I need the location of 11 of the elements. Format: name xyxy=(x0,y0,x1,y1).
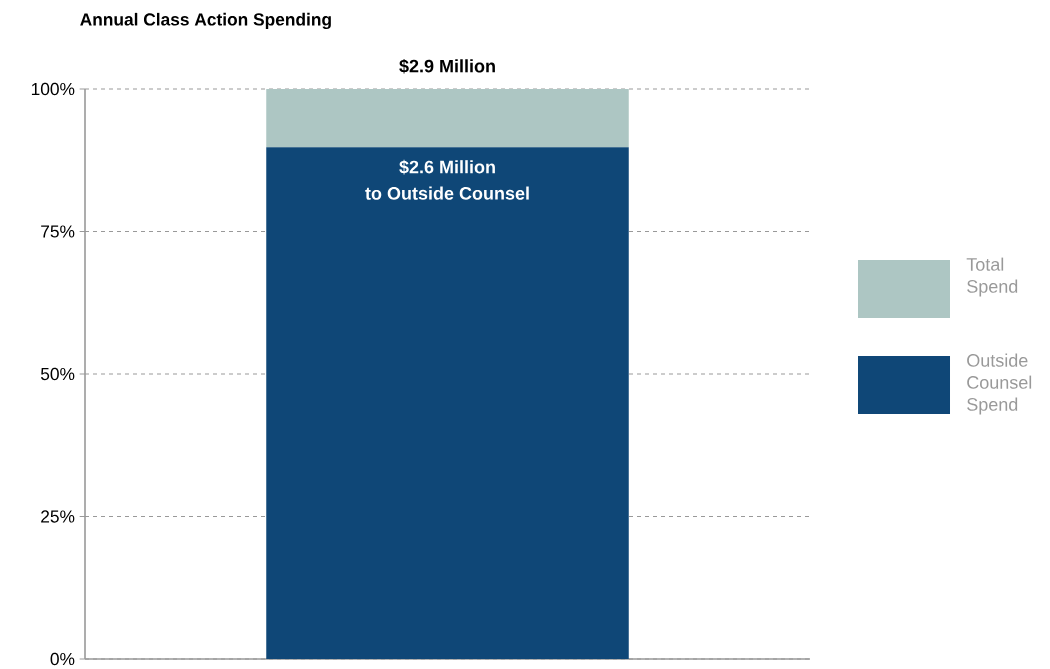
y-tick-label: 100% xyxy=(31,82,75,96)
text: Total Spend xyxy=(966,257,1018,297)
y-tick-label: 25% xyxy=(41,510,75,523)
annotation: to Outside Counsel xyxy=(365,186,529,200)
text: Outside Counsel Spend xyxy=(967,353,1032,415)
annotation: $2.9 Million xyxy=(399,58,495,74)
chart-title: Annual Class Action Spending xyxy=(80,12,331,30)
y-tick-label: 50% xyxy=(40,367,75,381)
y-tick-label: 0% xyxy=(50,652,75,666)
annotation: $2.6 Million xyxy=(399,159,495,175)
y-tick-label: 75% xyxy=(41,225,75,238)
